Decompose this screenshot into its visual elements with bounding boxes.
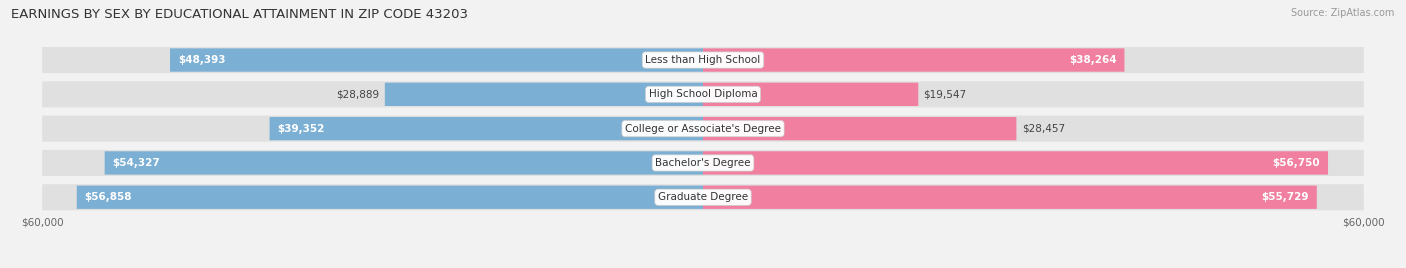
Text: College or Associate's Degree: College or Associate's Degree bbox=[626, 124, 780, 134]
Text: Less than High School: Less than High School bbox=[645, 55, 761, 65]
FancyBboxPatch shape bbox=[703, 185, 1317, 209]
Text: $48,393: $48,393 bbox=[179, 55, 225, 65]
FancyBboxPatch shape bbox=[170, 48, 703, 72]
FancyBboxPatch shape bbox=[703, 117, 1017, 140]
Text: $38,264: $38,264 bbox=[1069, 55, 1116, 65]
Text: Bachelor's Degree: Bachelor's Degree bbox=[655, 158, 751, 168]
Text: $54,327: $54,327 bbox=[112, 158, 160, 168]
Text: $28,457: $28,457 bbox=[1022, 124, 1064, 134]
FancyBboxPatch shape bbox=[703, 48, 1125, 72]
Text: $28,889: $28,889 bbox=[336, 89, 380, 99]
FancyBboxPatch shape bbox=[42, 150, 1364, 176]
FancyBboxPatch shape bbox=[270, 117, 703, 140]
FancyBboxPatch shape bbox=[42, 184, 1364, 210]
FancyBboxPatch shape bbox=[104, 151, 703, 175]
Text: Graduate Degree: Graduate Degree bbox=[658, 192, 748, 202]
FancyBboxPatch shape bbox=[77, 185, 703, 209]
Text: $56,858: $56,858 bbox=[84, 192, 132, 202]
Text: High School Diploma: High School Diploma bbox=[648, 89, 758, 99]
FancyBboxPatch shape bbox=[385, 83, 703, 106]
FancyBboxPatch shape bbox=[703, 83, 918, 106]
Text: Source: ZipAtlas.com: Source: ZipAtlas.com bbox=[1291, 8, 1395, 18]
Text: $56,750: $56,750 bbox=[1272, 158, 1320, 168]
FancyBboxPatch shape bbox=[42, 116, 1364, 142]
Text: EARNINGS BY SEX BY EDUCATIONAL ATTAINMENT IN ZIP CODE 43203: EARNINGS BY SEX BY EDUCATIONAL ATTAINMEN… bbox=[11, 8, 468, 21]
Text: $19,547: $19,547 bbox=[924, 89, 967, 99]
FancyBboxPatch shape bbox=[42, 81, 1364, 107]
FancyBboxPatch shape bbox=[42, 47, 1364, 73]
Text: $39,352: $39,352 bbox=[277, 124, 325, 134]
FancyBboxPatch shape bbox=[703, 151, 1329, 175]
Text: $55,729: $55,729 bbox=[1261, 192, 1309, 202]
